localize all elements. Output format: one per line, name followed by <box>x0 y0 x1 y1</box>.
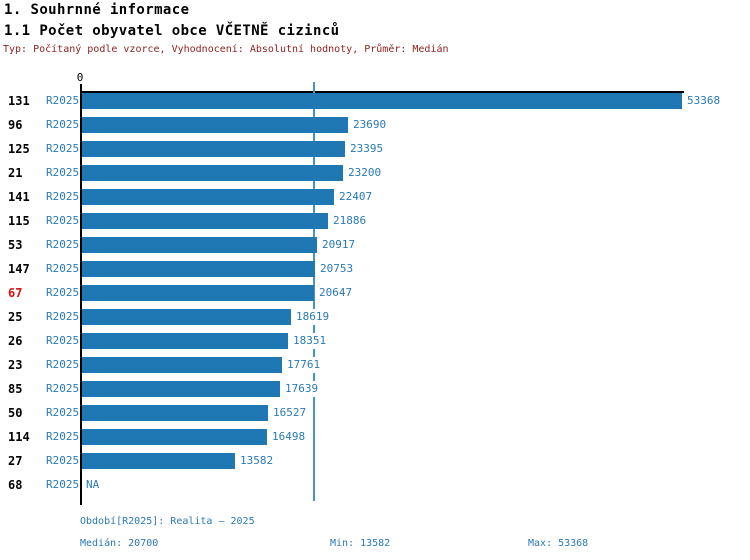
row-period-label: R2025 <box>46 190 80 203</box>
row-period-label: R2025 <box>46 310 80 323</box>
section-title: 1. Souhrnné informace <box>4 2 190 18</box>
value-bar <box>82 285 314 301</box>
row-period-label: R2025 <box>46 286 80 299</box>
value-bar <box>82 309 291 325</box>
row-value-label: 22407 <box>338 189 374 205</box>
row-id-label: 147 <box>8 262 30 276</box>
row-value-label: 17761 <box>286 357 322 373</box>
row-period-label: R2025 <box>46 358 80 371</box>
chart-row: 25 R2025 18619 <box>0 309 750 325</box>
row-value-label: 17639 <box>284 381 320 397</box>
x-axis-zero-label: 0 <box>76 71 84 84</box>
row-id-label: 21 <box>8 166 23 180</box>
chart-row: 21 R2025 23200 <box>0 165 750 181</box>
row-value-label: 16498 <box>271 429 307 445</box>
row-value-label: 23200 <box>347 165 383 181</box>
value-bar <box>82 429 267 445</box>
row-value-label: 53368 <box>686 93 722 109</box>
row-period-label: R2025 <box>46 334 80 347</box>
value-bar <box>82 117 348 133</box>
chart-settings-line: Typ: Počítaný podle vzorce, Vyhodnocení:… <box>3 44 449 55</box>
value-bar <box>82 261 315 277</box>
chart-row: 26 R2025 18351 <box>0 333 750 349</box>
value-bar <box>82 453 235 469</box>
chart-row: 68 R2025 NA <box>0 477 750 493</box>
value-bar <box>82 333 288 349</box>
indicator-title: 1.1 Počet obyvatel obce VČETNĚ cizinců <box>4 23 340 39</box>
chart-row: 141 R2025 22407 <box>0 189 750 205</box>
row-id-label: 50 <box>8 406 23 420</box>
row-period-label: R2025 <box>46 118 80 131</box>
row-value-label: 21886 <box>332 213 368 229</box>
row-id-label: 27 <box>8 454 23 468</box>
row-period-label: R2025 <box>46 430 80 443</box>
y-axis-line <box>80 91 82 505</box>
row-id-label: 26 <box>8 334 23 348</box>
row-id-label: 85 <box>8 382 23 396</box>
max-stat: Max: 53368 <box>528 538 589 549</box>
x-axis-zero-tick <box>80 84 82 91</box>
value-bar <box>82 381 280 397</box>
chart-row: 115 R2025 21886 <box>0 213 750 229</box>
x-axis-line <box>80 91 684 93</box>
row-id-label: 67 <box>8 286 23 300</box>
row-value-label: 20647 <box>318 285 354 301</box>
chart-row: 23 R2025 17761 <box>0 357 750 373</box>
value-bar <box>82 189 334 205</box>
median-line <box>313 82 315 501</box>
row-id-label: 23 <box>8 358 23 372</box>
median-stat: Medián: 20700 <box>80 538 159 549</box>
row-id-label: 131 <box>8 94 30 108</box>
row-period-label: R2025 <box>46 454 80 467</box>
value-bar <box>82 213 328 229</box>
chart-row: 147 R2025 20753 <box>0 261 750 277</box>
chart-row: 125 R2025 23395 <box>0 141 750 157</box>
row-period-label: R2025 <box>46 406 80 419</box>
row-period-label: R2025 <box>46 94 80 107</box>
chart-row: 53 R2025 20917 <box>0 237 750 253</box>
row-id-label: 53 <box>8 238 23 252</box>
row-period-label: R2025 <box>46 262 80 275</box>
row-id-label: 115 <box>8 214 30 228</box>
chart-row: 50 R2025 16527 <box>0 405 750 421</box>
row-period-label: R2025 <box>46 382 80 395</box>
row-id-label: 68 <box>8 478 23 492</box>
row-period-label: R2025 <box>46 142 80 155</box>
row-id-label: 141 <box>8 190 30 204</box>
row-value-label: 16527 <box>272 405 308 421</box>
period-label: Období[R2025]: Realita – 2025 <box>80 516 255 527</box>
min-stat: Min: 13582 <box>330 538 391 549</box>
chart-row: 85 R2025 17639 <box>0 381 750 397</box>
row-value-label: 18619 <box>295 309 331 325</box>
row-value-label: 20917 <box>321 237 357 253</box>
value-bar <box>82 357 282 373</box>
row-id-label: 114 <box>8 430 30 444</box>
row-value-label: 13582 <box>239 453 275 469</box>
row-value-label: NA <box>85 477 101 493</box>
chart-row: 67 R2025 20647 <box>0 285 750 301</box>
chart-row: 96 R2025 23690 <box>0 117 750 133</box>
value-bar <box>82 141 345 157</box>
row-period-label: R2025 <box>46 214 80 227</box>
value-bar <box>82 165 343 181</box>
row-id-label: 96 <box>8 118 23 132</box>
row-period-label: R2025 <box>46 166 80 179</box>
chart-row: 114 R2025 16498 <box>0 429 750 445</box>
row-value-label: 23690 <box>352 117 388 133</box>
chart-row: 27 R2025 13582 <box>0 453 750 469</box>
row-period-label: R2025 <box>46 478 80 491</box>
row-id-label: 125 <box>8 142 30 156</box>
chart-row: 131 R2025 53368 <box>0 93 750 109</box>
value-bar <box>82 93 682 109</box>
row-period-label: R2025 <box>46 238 80 251</box>
value-bar <box>82 405 268 421</box>
row-value-label: 23395 <box>349 141 385 157</box>
row-value-label: 20753 <box>319 261 355 277</box>
row-value-label: 18351 <box>292 333 328 349</box>
row-id-label: 25 <box>8 310 23 324</box>
value-bar <box>82 237 317 253</box>
